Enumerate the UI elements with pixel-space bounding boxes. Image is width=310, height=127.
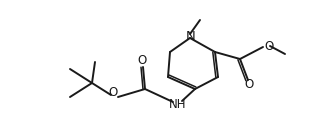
Text: NH: NH (169, 99, 187, 112)
Text: N: N (186, 30, 196, 44)
Text: O: O (108, 85, 117, 99)
Text: O: O (137, 54, 147, 67)
Text: O: O (264, 39, 274, 52)
Text: O: O (244, 78, 254, 91)
